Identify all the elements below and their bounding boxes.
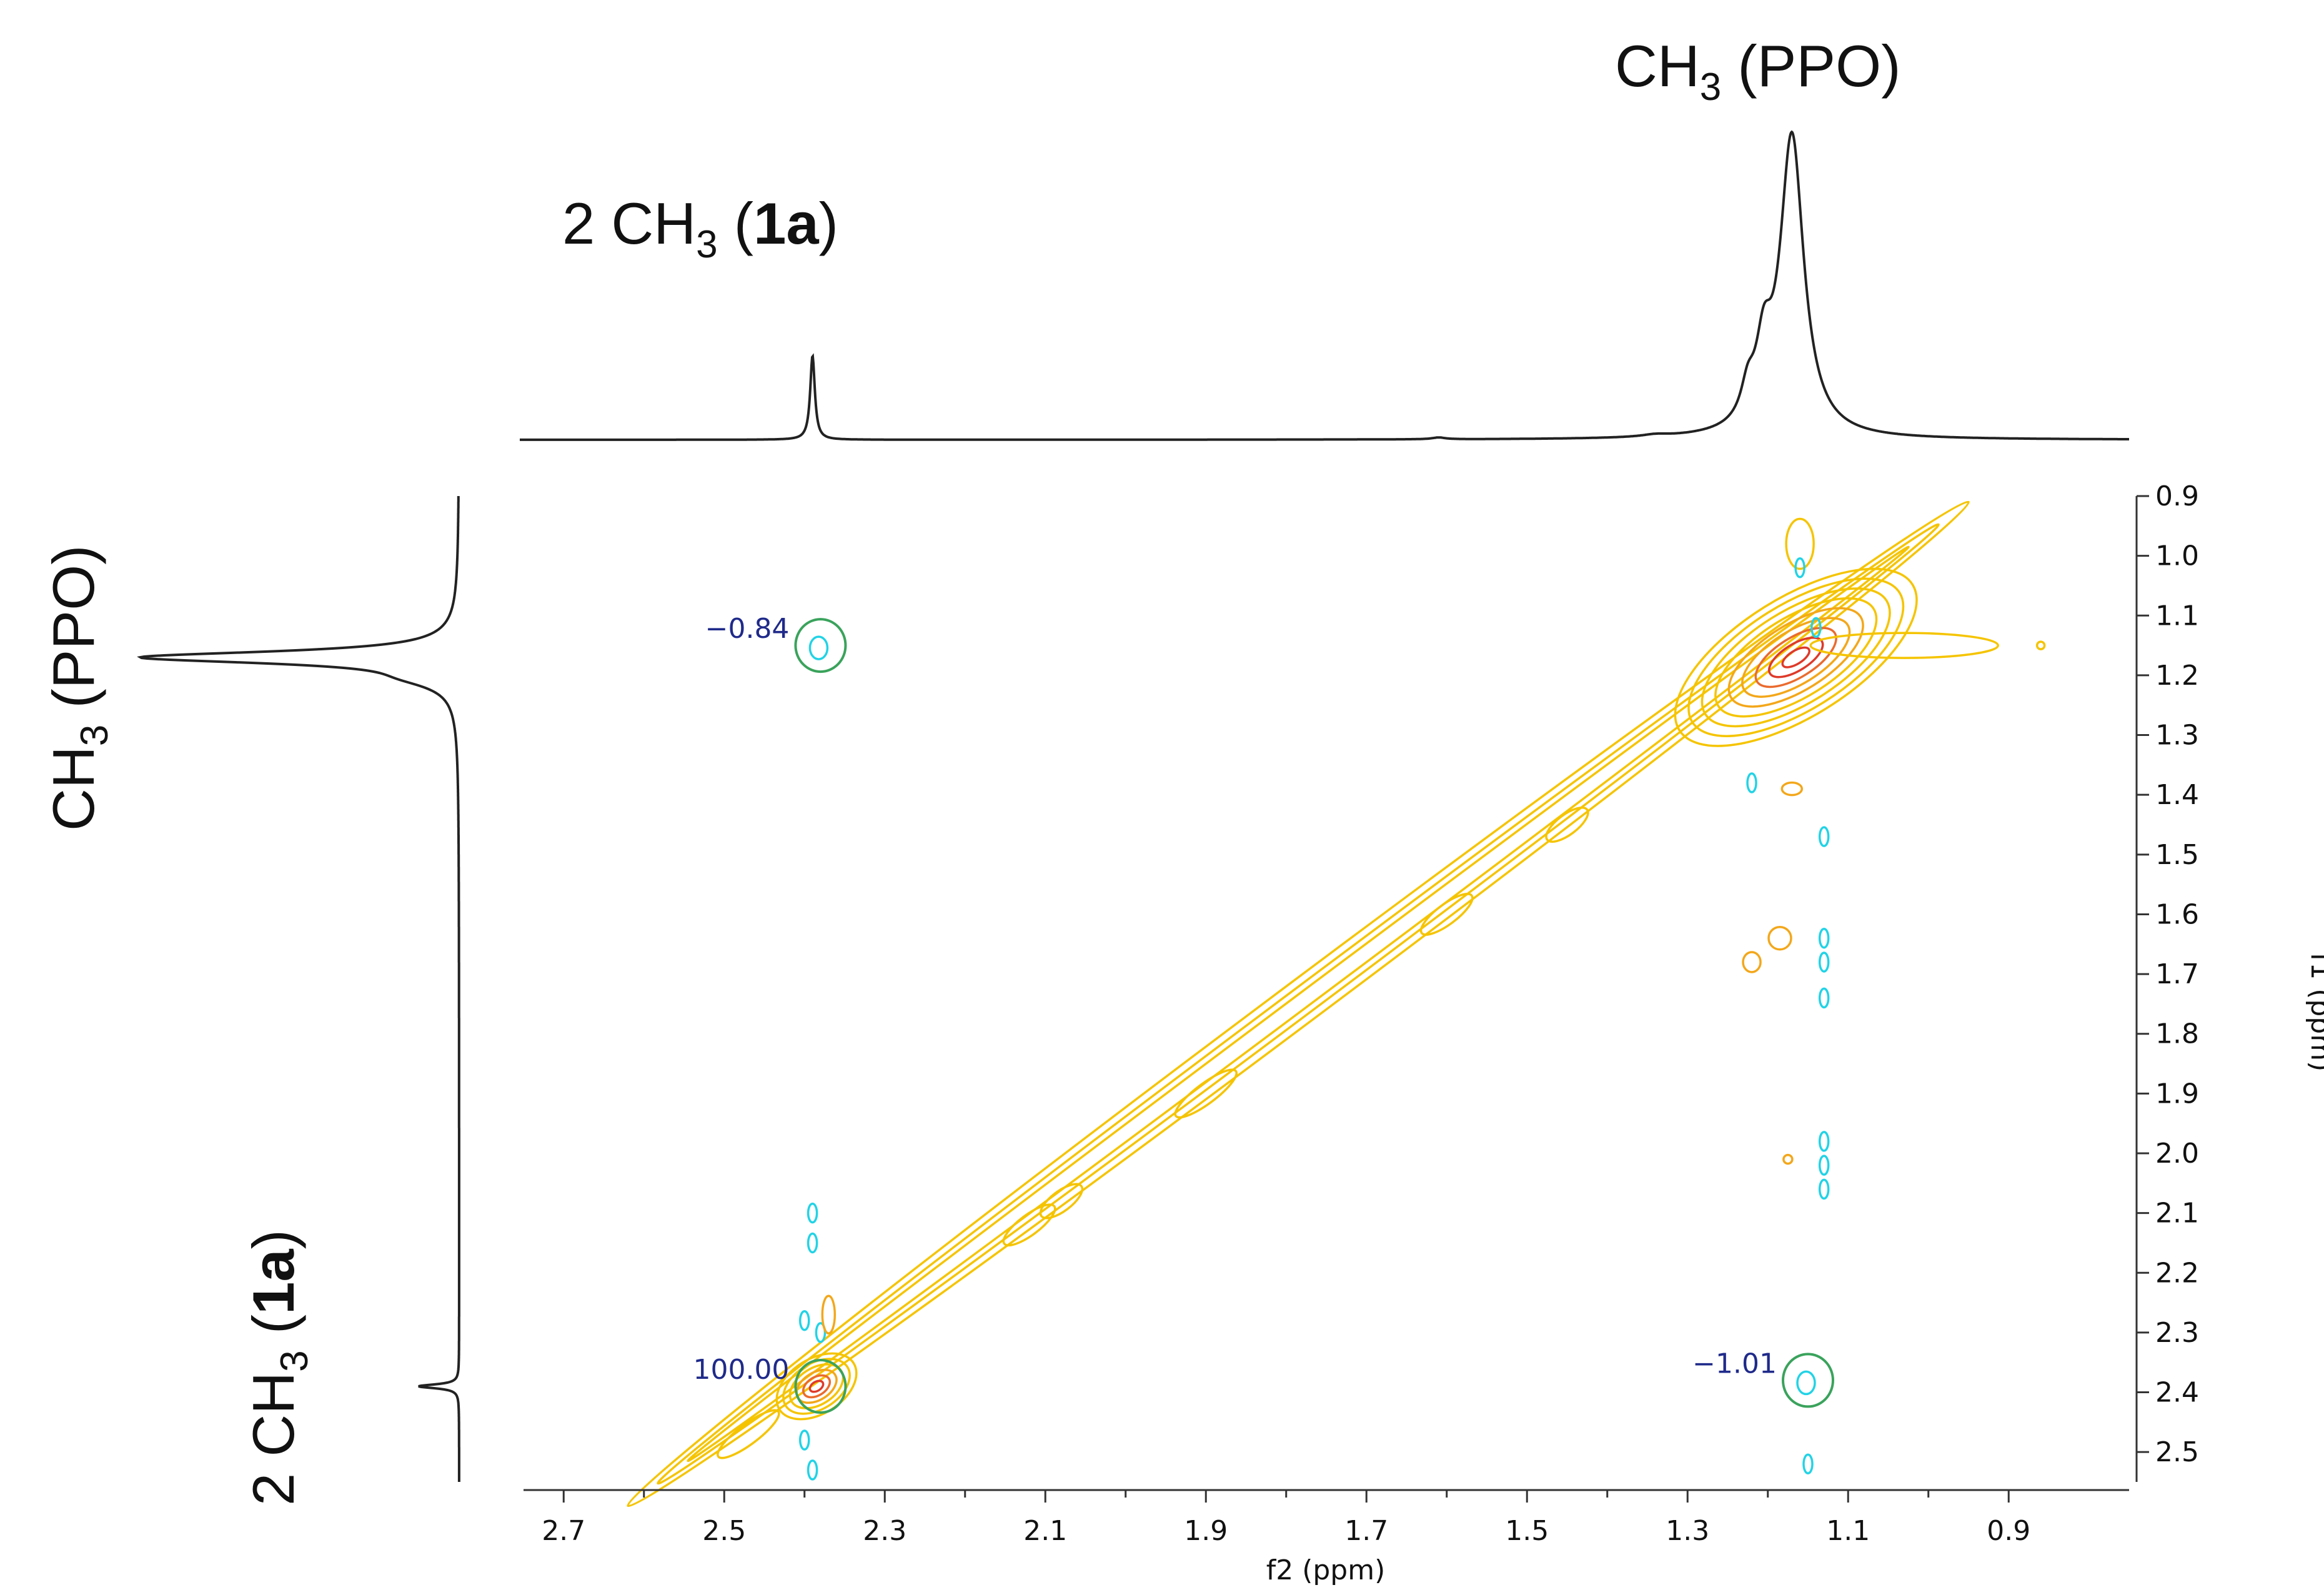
left-projection-trace bbox=[137, 496, 460, 1482]
contour-plot: 100.00 −0.84 −1.01 bbox=[627, 500, 2046, 1508]
negative-spot-8 bbox=[1794, 557, 1805, 579]
integration-value-0: 100.00 bbox=[693, 1354, 789, 1386]
side-label-1a: 2 CH3 (1a) bbox=[241, 1230, 316, 1506]
ppo-streak-top bbox=[1785, 517, 1815, 570]
top-label-1a: 2 CH3 (1a) bbox=[562, 191, 838, 266]
negative-spot-15 bbox=[807, 1459, 818, 1481]
y-tick-label-12: 2.1 bbox=[2155, 1198, 2199, 1230]
diagonal-blob-2 bbox=[1039, 1183, 1084, 1220]
diagonal-blob-1 bbox=[1002, 1203, 1056, 1247]
y-axis: f1 (ppm) 0.9 1.0 1.1 1.2 1.3 1.4 1.5 1.6 1.7 1.8 1… bbox=[2135, 480, 2324, 1482]
ppo-streak-right bbox=[1809, 632, 1999, 659]
negative-spot-2 bbox=[1818, 952, 1830, 973]
integration-circle-1 bbox=[794, 618, 847, 673]
diagonal-contour-0 bbox=[627, 500, 1970, 1508]
cross-peak-core-2 bbox=[1796, 1370, 1816, 1396]
ppo-peak-contour-8 bbox=[1781, 646, 1810, 668]
negative-spot-4 bbox=[1818, 1131, 1830, 1152]
negative-spot-7 bbox=[1810, 617, 1822, 638]
negative-spot-1 bbox=[1818, 927, 1830, 949]
ppo-peak-contour-2 bbox=[1701, 587, 1891, 728]
y-tick-label-11: 2.0 bbox=[2155, 1138, 2199, 1170]
negative-spot-5 bbox=[1818, 1155, 1830, 1176]
y-tick-label-14: 2.3 bbox=[2155, 1317, 2199, 1349]
diagonal-blob-0 bbox=[717, 1409, 780, 1459]
ppo-peak-contour-6 bbox=[1754, 627, 1837, 688]
integration-regions: 100.00 −0.84 −1.01 bbox=[693, 613, 1834, 1414]
x-tick-label-6: 1.5 bbox=[1505, 1515, 1549, 1547]
positive-artifact-2 bbox=[1780, 781, 1804, 797]
negative-spot-11 bbox=[807, 1232, 818, 1254]
ppo-peak-contour-4 bbox=[1727, 607, 1864, 708]
x-tick-label-3: 2.1 bbox=[1023, 1515, 1067, 1547]
positive-artifact-3 bbox=[1782, 1153, 1794, 1165]
negative-spot-13 bbox=[815, 1322, 827, 1343]
integration-value-2: −1.01 bbox=[1692, 1348, 1777, 1379]
top-projection-trace bbox=[520, 130, 2129, 441]
top-label-ppo: CH3 (PPO) bbox=[1615, 33, 1901, 109]
y-axis-title: f1 (ppm) bbox=[2305, 953, 2324, 1072]
negative-spot-16 bbox=[1802, 1453, 1814, 1475]
x-tick-label-5: 1.7 bbox=[1344, 1515, 1388, 1547]
negative-spot-10 bbox=[807, 1202, 818, 1224]
integration-circle-0 bbox=[794, 1358, 847, 1414]
positive-artifact-0 bbox=[1767, 925, 1792, 951]
ppo-peak-contour-1 bbox=[1687, 577, 1905, 737]
x-tick-label-1: 2.5 bbox=[702, 1515, 746, 1547]
diagonal-blob-4 bbox=[1419, 893, 1474, 936]
diagonal-contours bbox=[627, 500, 1970, 1508]
1a-peak-contour-5 bbox=[808, 1379, 825, 1393]
diagonal-contour-1 bbox=[657, 523, 1940, 1485]
x-tick-label-4: 1.9 bbox=[1184, 1515, 1228, 1547]
negative-spot-14 bbox=[799, 1429, 810, 1451]
negative-spot-3 bbox=[1818, 987, 1830, 1009]
positive-artifact-contours bbox=[821, 781, 1804, 1334]
y-tick-label-1: 1.0 bbox=[2155, 540, 2199, 572]
ppo-peak-contour-7 bbox=[1768, 636, 1824, 678]
x-tick-label-7: 1.3 bbox=[1666, 1515, 1709, 1547]
cross-peak-core-1 bbox=[808, 635, 829, 660]
y-tick-label-0: 0.9 bbox=[2155, 480, 2199, 512]
y-tick-label-13: 2.2 bbox=[2155, 1257, 2199, 1289]
integration-value-1: −0.84 bbox=[705, 613, 790, 645]
y-tick-label-2: 1.1 bbox=[2155, 600, 2199, 632]
diagonal-contour-2 bbox=[687, 545, 1910, 1463]
negative-spot-6 bbox=[1818, 1178, 1830, 1200]
y-tick-label-10: 1.9 bbox=[2155, 1078, 2199, 1110]
y-tick-label-7: 1.6 bbox=[2155, 898, 2199, 930]
positive-artifact-1 bbox=[1742, 951, 1762, 973]
left-projection: CH3 (PPO) 2 CH3 (1a) bbox=[41, 496, 460, 1506]
negative-spot-9 bbox=[1746, 772, 1757, 793]
ppo-speck bbox=[2035, 640, 2046, 650]
y-tick-label-9: 1.8 bbox=[2155, 1018, 2199, 1050]
ppo-peak-contour-3 bbox=[1714, 597, 1878, 718]
y-tick-label-5: 1.4 bbox=[2155, 779, 2199, 811]
top-projection: 2 CH3 (1a) CH3 (PPO) bbox=[520, 33, 2129, 441]
diagonal-blob-5 bbox=[1545, 807, 1589, 843]
y-tick-label-3: 1.2 bbox=[2155, 660, 2199, 692]
y-tick-label-4: 1.3 bbox=[2155, 720, 2199, 752]
ppo-peak-contours bbox=[1674, 517, 2046, 747]
x-tick-label-9: 0.9 bbox=[1987, 1515, 2030, 1547]
y-tick-label-15: 2.4 bbox=[2155, 1377, 2199, 1409]
diagonal-blob-3 bbox=[1174, 1068, 1238, 1119]
y-tick-label-6: 1.5 bbox=[2155, 839, 2199, 871]
ppo-peak-contour-5 bbox=[1741, 617, 1851, 698]
negative-spot-12 bbox=[799, 1310, 810, 1331]
side-label-ppo: CH3 (PPO) bbox=[41, 545, 116, 832]
x-tick-label-8: 1.1 bbox=[1826, 1515, 1870, 1547]
y-tick-label-16: 2.5 bbox=[2155, 1436, 2199, 1468]
positive-artifact-4 bbox=[821, 1294, 837, 1334]
negative-artifact-contours bbox=[799, 557, 1830, 1481]
1a-peak-contour-4 bbox=[802, 1374, 832, 1399]
x-tick-label-0: 2.7 bbox=[542, 1515, 585, 1547]
x-axis-title: f2 (ppm) bbox=[1266, 1554, 1386, 1586]
x-axis: f2 (ppm) 2.7 2.5 2.3 2.1 1.9 1.7 1.5 1.3 1.1 0.9 bbox=[524, 1489, 2129, 1586]
negative-spot-0 bbox=[1818, 826, 1830, 847]
x-tick-label-2: 2.3 bbox=[863, 1515, 906, 1547]
y-tick-label-8: 1.7 bbox=[2155, 958, 2199, 990]
ppo-peak-contour-0 bbox=[1674, 567, 1918, 747]
integration-circle-2 bbox=[1782, 1353, 1834, 1408]
